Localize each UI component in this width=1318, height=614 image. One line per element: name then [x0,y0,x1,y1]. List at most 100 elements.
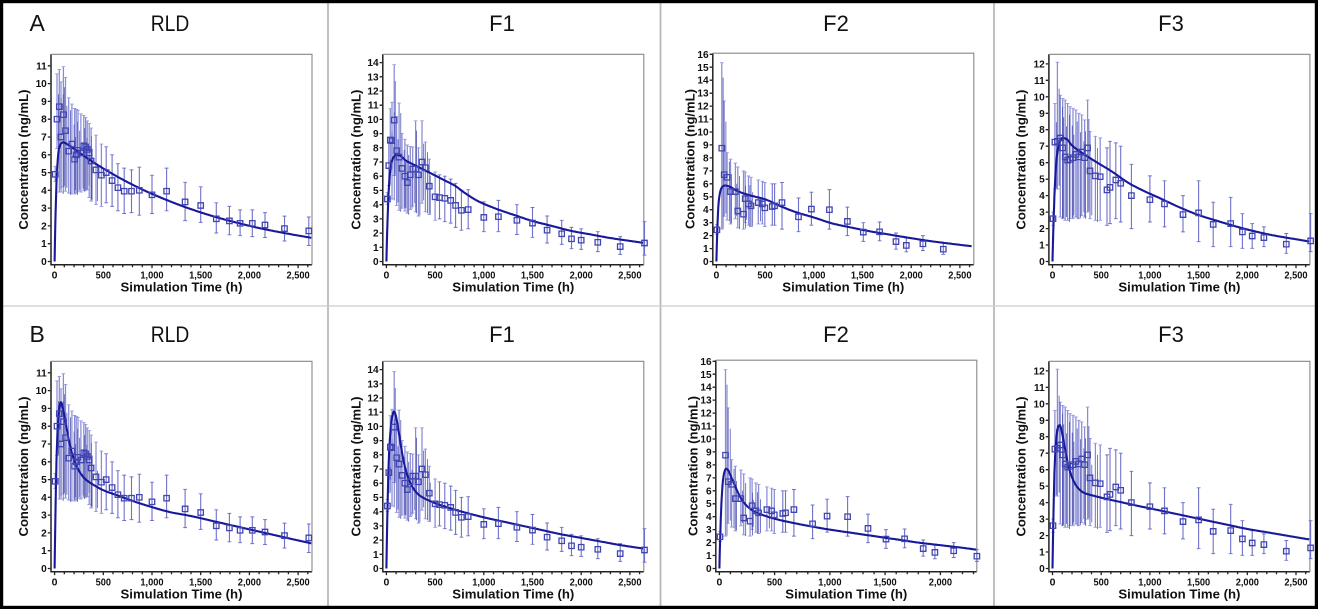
svg-text:9: 9 [706,447,712,458]
svg-text:1: 1 [41,239,47,250]
svg-text:B: B [30,321,45,347]
svg-text:2: 2 [706,538,712,549]
svg-text:0: 0 [703,257,709,268]
svg-text:12: 12 [697,102,709,113]
svg-text:3: 3 [41,511,47,522]
svg-text:0: 0 [52,576,58,588]
svg-text:Simulation Time (h): Simulation Time (h) [121,281,243,295]
svg-text:7: 7 [373,158,379,169]
svg-text:5: 5 [706,499,712,510]
svg-text:2,000: 2,000 [570,269,593,281]
svg-text:8: 8 [373,450,379,461]
svg-text:5: 5 [1039,175,1045,186]
svg-text:15: 15 [700,370,712,381]
svg-text:500: 500 [767,576,783,588]
svg-text:11: 11 [36,368,47,379]
svg-text:2,500: 2,500 [287,269,310,281]
svg-text:1,500: 1,500 [189,269,212,281]
svg-text:F2: F2 [823,11,849,36]
svg-text:500: 500 [1094,576,1110,588]
svg-text:6: 6 [1039,465,1045,476]
svg-text:0: 0 [373,257,379,268]
svg-text:Simulation Time (h): Simulation Time (h) [782,281,904,295]
svg-text:4: 4 [373,507,379,518]
svg-text:4: 4 [41,186,47,197]
svg-text:1: 1 [706,551,712,562]
svg-text:Simulation Time (h): Simulation Time (h) [121,588,243,602]
svg-text:2: 2 [373,229,379,240]
svg-text:5: 5 [703,192,709,203]
svg-text:2,000: 2,000 [238,576,261,588]
svg-text:3: 3 [1039,208,1045,219]
svg-text:13: 13 [367,379,379,390]
svg-text:2: 2 [373,536,379,547]
svg-text:2,500: 2,500 [287,576,310,588]
svg-text:Concentration (ng/mL): Concentration (ng/mL) [1015,90,1029,230]
svg-text:F2: F2 [823,322,849,347]
svg-text:10: 10 [1033,92,1045,103]
svg-text:14: 14 [700,383,712,394]
svg-text:500: 500 [96,269,112,281]
svg-text:12: 12 [1033,366,1045,377]
svg-text:Concentration (ng/mL): Concentration (ng/mL) [17,397,31,537]
svg-text:11: 11 [701,422,712,433]
svg-text:6: 6 [1039,158,1045,169]
svg-text:1,000: 1,000 [140,269,163,281]
svg-text:2,500: 2,500 [948,269,971,281]
svg-text:2,500: 2,500 [1284,576,1307,588]
svg-text:Concentration (ng/mL): Concentration (ng/mL) [350,90,364,230]
svg-text:1,500: 1,500 [521,576,544,588]
svg-text:F3: F3 [1158,322,1184,347]
svg-text:10: 10 [367,115,379,126]
svg-text:4: 4 [41,493,47,504]
svg-text:Concentration (ng/mL): Concentration (ng/mL) [1015,396,1029,536]
svg-text:F1: F1 [489,11,515,36]
svg-text:4: 4 [1039,191,1045,202]
svg-text:8: 8 [1039,125,1045,136]
svg-text:0: 0 [713,269,719,281]
svg-text:500: 500 [96,576,112,588]
svg-text:12: 12 [700,409,712,420]
svg-text:9: 9 [703,140,709,151]
svg-text:2: 2 [41,528,47,539]
svg-text:3: 3 [373,214,379,225]
svg-text:16: 16 [700,357,712,368]
svg-text:7: 7 [41,133,47,144]
svg-text:2,000: 2,000 [900,269,923,281]
svg-text:14: 14 [697,76,709,87]
svg-text:0: 0 [373,564,379,575]
svg-text:2,000: 2,000 [929,576,952,588]
svg-text:8: 8 [41,422,47,433]
svg-text:2: 2 [1039,531,1045,542]
svg-text:14: 14 [367,58,379,69]
svg-text:9: 9 [1039,109,1045,120]
svg-text:0: 0 [1039,257,1045,268]
svg-text:10: 10 [367,422,379,433]
svg-text:F3: F3 [1158,11,1184,36]
svg-text:500: 500 [427,576,443,588]
svg-text:13: 13 [697,89,709,100]
svg-text:1: 1 [373,550,379,561]
svg-text:1: 1 [1039,241,1045,252]
svg-text:2,500: 2,500 [1284,269,1307,281]
svg-text:0: 0 [1050,576,1056,588]
svg-text:6: 6 [373,172,379,183]
svg-text:7: 7 [706,473,712,484]
svg-text:13: 13 [367,72,379,83]
svg-text:11: 11 [368,408,379,419]
svg-text:4: 4 [373,200,379,211]
svg-text:12: 12 [367,87,379,98]
svg-text:11: 11 [1034,76,1045,87]
svg-text:6: 6 [41,150,47,161]
svg-text:1: 1 [41,546,47,557]
svg-text:1,500: 1,500 [1187,576,1210,588]
svg-text:RLD: RLD [151,11,190,36]
svg-text:5: 5 [1039,482,1045,493]
svg-text:500: 500 [1094,269,1110,281]
svg-text:Simulation Time (h): Simulation Time (h) [452,588,574,602]
svg-text:4: 4 [1039,498,1045,509]
svg-text:1,000: 1,000 [472,576,495,588]
svg-text:1,000: 1,000 [472,269,495,281]
svg-text:0: 0 [52,269,58,281]
svg-text:0: 0 [383,269,389,281]
